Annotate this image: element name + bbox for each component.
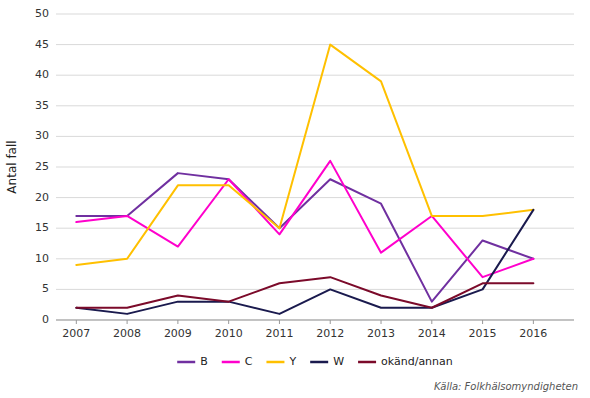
grid-line: [56, 105, 574, 106]
x-tick: [127, 320, 128, 324]
y-tick-label: 50: [35, 7, 49, 20]
x-tick-label: 2016: [519, 327, 547, 340]
legend-label: C: [245, 355, 253, 368]
grid-line: [56, 228, 574, 229]
y-tick-label: 35: [35, 99, 49, 112]
y-tick-label: 15: [35, 221, 49, 234]
grid-line: [56, 167, 574, 168]
grid: [56, 14, 574, 320]
x-tick: [381, 320, 382, 324]
x-tick-label: 2007: [62, 327, 90, 340]
grid-line: [56, 289, 574, 290]
series-line: [76, 173, 533, 302]
legend: B C Y Wokänd/annan: [177, 355, 453, 368]
series-line: [76, 210, 533, 314]
x-tick: [482, 320, 483, 324]
legend-item: Y: [266, 355, 296, 368]
y-tick-label: 10: [35, 252, 49, 265]
grid-line: [56, 258, 574, 259]
grid-line: [56, 136, 574, 137]
y-tick-label: 0: [42, 313, 49, 326]
legend-item: W: [310, 355, 344, 368]
legend-item: okänd/annan: [358, 355, 453, 368]
source-note: Källa: Folkhälsomyndigheten: [434, 381, 578, 392]
y-tick-label: 20: [35, 191, 49, 204]
chart: 05101520253035404550Antal fall2007200820…: [0, 0, 590, 398]
legend-label: Y: [288, 355, 296, 368]
series-lines: [76, 45, 533, 314]
legend-label: W: [333, 355, 344, 368]
x-tick: [533, 320, 534, 324]
x-axis-line: [56, 320, 574, 321]
x-tick-label: 2008: [113, 327, 141, 340]
y-tick-label: 30: [35, 129, 49, 142]
x-tick: [330, 320, 331, 324]
y-tick-label: 45: [35, 38, 49, 51]
x-tick: [177, 320, 178, 324]
legend-swatch: [177, 361, 195, 364]
y-tick-label: 5: [42, 282, 49, 295]
x-tick: [228, 320, 229, 324]
x-tick: [76, 320, 77, 324]
y-tick-label: 40: [35, 68, 49, 81]
y-tick-label: 25: [35, 160, 49, 173]
legend-label: okänd/annan: [381, 355, 453, 368]
grid-line: [56, 197, 574, 198]
series-line: [76, 277, 533, 308]
grid-line: [56, 44, 574, 45]
x-tick-label: 2011: [265, 327, 293, 340]
x-axis: 2007 2008 2009 2010 2011 2012 2013 2014 2015 2016: [56, 320, 574, 340]
y-axis: 0 5 10 15 20 25 30 35 40 45 50: [35, 7, 49, 326]
x-tick: [279, 320, 280, 324]
series-line: [76, 45, 533, 265]
grid-line: [56, 320, 574, 321]
x-tick-label: 2012: [316, 327, 344, 340]
x-tick-label: 2013: [367, 327, 395, 340]
series-line: [76, 161, 533, 277]
x-tick-label: 2015: [469, 327, 497, 340]
legend-item: B: [177, 355, 208, 368]
legend-swatch: [222, 361, 240, 364]
legend-swatch: [310, 361, 328, 364]
grid-line: [56, 75, 574, 76]
legend-item: C: [222, 355, 253, 368]
x-tick-label: 2009: [164, 327, 192, 340]
grid-line: [56, 14, 574, 15]
page: {"chart_data": { "type": "line", "y_labe…: [0, 0, 590, 398]
y-axis-label: Antal fall: [5, 140, 19, 193]
x-tick-label: 2014: [418, 327, 446, 340]
legend-label: B: [200, 355, 208, 368]
legend-swatch: [358, 361, 376, 364]
x-tick: [431, 320, 432, 324]
x-tick-label: 2010: [215, 327, 243, 340]
legend-swatch: [266, 361, 284, 364]
